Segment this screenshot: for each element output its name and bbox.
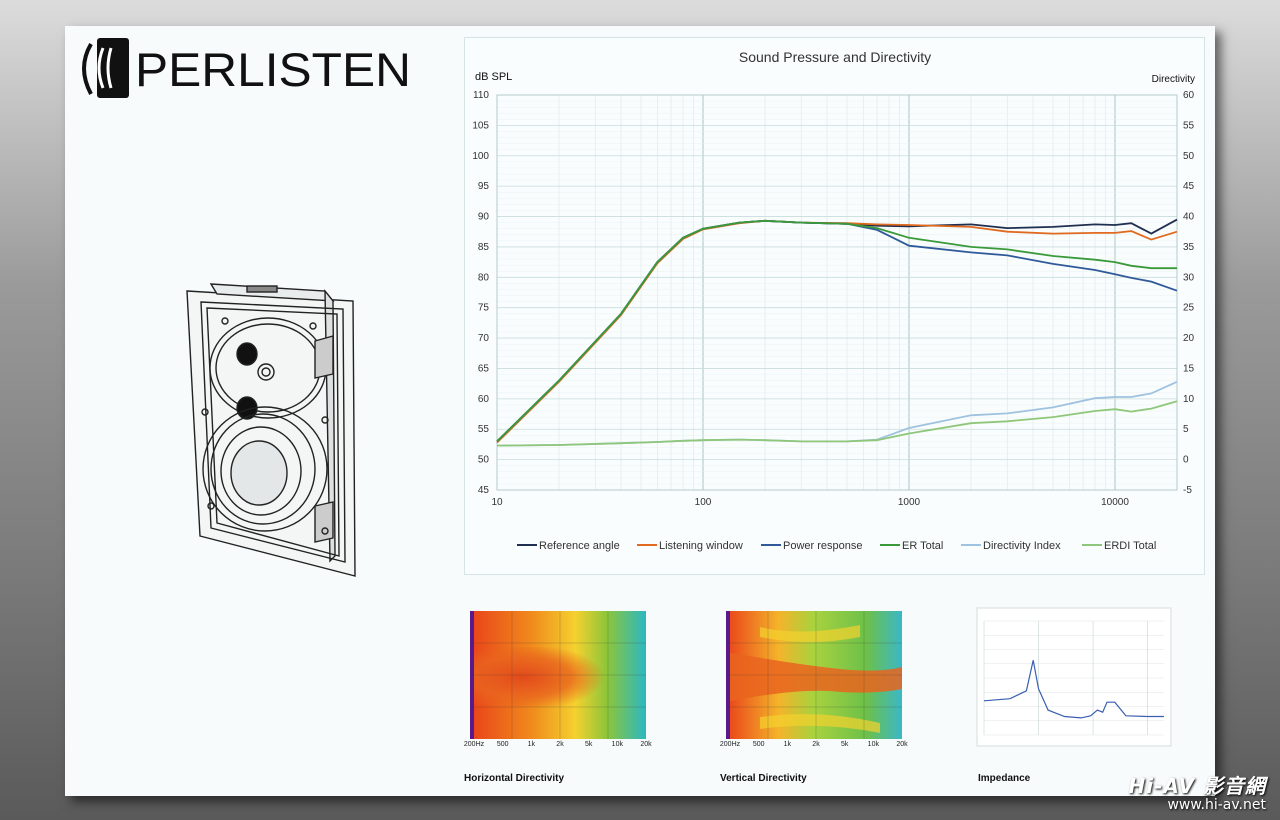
- impedance-caption: Impedance: [978, 773, 1031, 784]
- heatmap-x-tick: 200Hz: [464, 741, 485, 747]
- vertical-directivity-caption: Vertical Directivity: [720, 773, 807, 784]
- heatmap-x-tick: 10k: [612, 741, 624, 747]
- series-line-listening-window: [496, 219, 1178, 444]
- perlisten-logo: PERLISTEN: [82, 38, 411, 98]
- y2-tick-label: 0: [1183, 455, 1189, 466]
- y2-tick-label: 5: [1183, 424, 1189, 435]
- impedance-curve: [983, 660, 1164, 719]
- chart-legend: Reference angle Listening window Power res…: [517, 540, 1156, 552]
- y2-tick-label: 50: [1183, 151, 1195, 162]
- heatmap-x-tick: 20k: [896, 741, 908, 747]
- plot-grid: [496, 94, 1178, 491]
- vertical-x-ticks: 200Hz 500 1k 2k 5k 10k 20k: [720, 741, 908, 747]
- y-tick-label: 95: [478, 181, 490, 192]
- watermark: Hi-AV 影音網 www.hi-av.net: [1129, 775, 1266, 813]
- heatmap-x-tick: 200Hz: [720, 741, 741, 747]
- sound-pressure-directivity-chart: Sound Pressure and Directivity dB SPL Di…: [464, 37, 1205, 575]
- heatmap-x-tick: 1k: [784, 741, 792, 747]
- y2-tick-label: 45: [1183, 181, 1195, 192]
- x-tick-labels: 10 100 1000 10000: [491, 497, 1129, 508]
- y-tick-label: 60: [478, 394, 490, 405]
- heatmap-x-tick: 500: [497, 741, 509, 747]
- horizontal-directivity-caption: Horizontal Directivity: [464, 773, 565, 784]
- y2-tick-label: 60: [1183, 90, 1195, 101]
- heatmap-x-tick: 5k: [841, 741, 849, 747]
- horizontal-directivity-heatmap: 200Hz 500 1k 2k 5k 10k 20k: [464, 611, 652, 747]
- watermark-url: www.hi-av.net: [1167, 797, 1266, 813]
- y-tick-label: 70: [478, 333, 490, 344]
- legend-label: ER Total: [902, 540, 943, 552]
- y-axis-label: dB SPL: [475, 71, 512, 83]
- watermark-brand: Hi-AV 影音網: [1128, 774, 1266, 798]
- y-tick-label: 90: [478, 212, 490, 223]
- y2-tick-label: 15: [1183, 363, 1195, 374]
- heatmap-x-tick: 20k: [640, 741, 652, 747]
- legend-label: Power response: [783, 540, 863, 552]
- horizontal-x-ticks: 200Hz 500 1k 2k 5k 10k 20k: [464, 741, 652, 747]
- y-tick-label: 100: [472, 151, 489, 162]
- impedance-chart: [976, 607, 1172, 747]
- x-tick-label: 1000: [898, 497, 921, 508]
- y2-tick-labels: -5 0 5 10 15 20 25 30 35 40 45 50 55 60: [1183, 90, 1195, 496]
- in-wall-speaker-drawing: [186, 283, 356, 577]
- chart-title: Sound Pressure and Directivity: [739, 49, 931, 65]
- series-line-er-total: [496, 219, 1177, 443]
- series-line-power-response: [496, 219, 1178, 443]
- legend-label: Directivity Index: [983, 540, 1061, 552]
- y-tick-label: 55: [478, 424, 490, 435]
- y-tick-labels: 45 50 55 60 65 70 75 80 85 90 95 100 105 110: [472, 90, 489, 496]
- logo-text: PERLISTEN: [135, 43, 411, 96]
- x-tick-label: 10: [491, 497, 503, 508]
- plot-frame: [496, 94, 1178, 491]
- heatmap-x-tick: 1k: [528, 741, 536, 747]
- vertical-directivity-heatmap: 200Hz 500 1k 2k 5k 10k 20k: [720, 611, 908, 747]
- y-tick-label: 105: [472, 120, 489, 131]
- legend-item: Listening window: [637, 540, 743, 552]
- y-tick-label: 80: [478, 272, 490, 283]
- legend-item: Reference angle: [517, 540, 620, 552]
- perlisten-brand-mark-icon: [82, 38, 129, 98]
- legend-item: ERDI Total: [1082, 540, 1156, 552]
- legend-label: Reference angle: [539, 540, 620, 552]
- y2-tick-label: 20: [1183, 333, 1195, 344]
- series-lines: [496, 218, 1178, 447]
- y2-tick-label: 30: [1183, 272, 1195, 283]
- legend-label: ERDI Total: [1104, 540, 1156, 552]
- y2-tick-label: 55: [1183, 120, 1195, 131]
- legend-label: Listening window: [659, 540, 743, 552]
- y-tick-label: 110: [473, 90, 489, 101]
- y2-tick-label: 10: [1183, 394, 1195, 405]
- y2-tick-label: -5: [1183, 485, 1192, 496]
- heatmap-x-tick: 500: [753, 741, 765, 747]
- y-tick-label: 85: [478, 242, 490, 253]
- y-tick-label: 75: [478, 303, 490, 314]
- y2-tick-label: 35: [1183, 242, 1195, 253]
- series-line-erdi-total: [496, 400, 1178, 447]
- legend-item: Directivity Index: [961, 540, 1061, 552]
- y2-tick-label: 25: [1183, 303, 1195, 314]
- y-tick-label: 50: [478, 455, 490, 466]
- legend-item: Power response: [761, 540, 863, 552]
- legend-item: ER Total: [880, 540, 943, 552]
- product-sheet: PERLISTEN Sound Pressure and Directivity…: [65, 26, 1215, 796]
- y-tick-label: 65: [478, 363, 490, 374]
- heatmap-x-tick: 10k: [868, 741, 880, 747]
- y-tick-label: 45: [478, 485, 490, 496]
- x-tick-label: 10000: [1101, 497, 1129, 508]
- heatmap-x-tick: 2k: [812, 741, 820, 747]
- y2-axis-label: Directivity: [1152, 74, 1195, 85]
- heatmap-x-tick: 2k: [556, 741, 564, 747]
- heatmap-x-tick: 5k: [585, 741, 593, 747]
- y2-tick-label: 40: [1183, 212, 1195, 223]
- x-tick-label: 100: [695, 497, 712, 508]
